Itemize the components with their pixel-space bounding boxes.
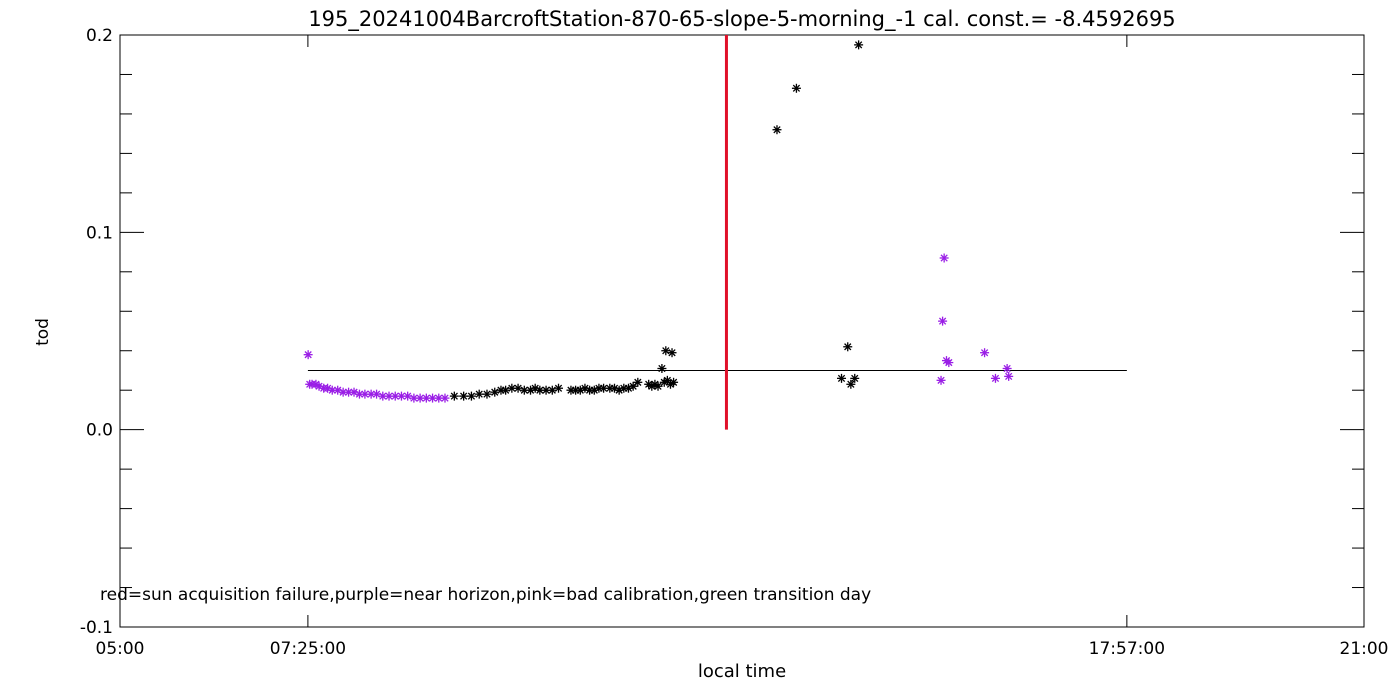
data-point [428,393,438,403]
data-point [554,383,564,393]
chart-title: 195_20241004BarcroftStation-870-65-slope… [308,7,1175,32]
x-tick-label: 05:00 [96,639,145,659]
data-point [854,40,864,50]
y-tick-label: 0.2 [86,26,113,46]
data-point [791,83,801,93]
data-point [459,391,469,401]
x-tick-label: 07:25:00 [270,639,346,659]
data-point [519,385,529,395]
data-point [944,358,954,368]
data-point [936,375,946,385]
data-point [990,373,1000,383]
data-point [837,373,847,383]
data-point [1004,371,1014,381]
legend-text: red=sun acquisition failure,purple=near … [100,585,871,605]
data-point [669,377,679,387]
data-point [657,363,667,373]
data-point [303,350,313,360]
data-point [403,391,413,401]
data-point [466,391,476,401]
data-point [772,125,782,135]
data-point [653,381,663,391]
data-point [547,385,557,395]
data-point [526,385,536,395]
x-tick-label: 17:57:00 [1089,639,1165,659]
y-tick-label: 0.0 [86,421,113,441]
x-axis-label: local time [698,661,786,682]
axis-ticks [119,34,1365,628]
data-point [501,385,511,395]
data-point [667,348,677,358]
x-tick-label: 21:00 [1340,639,1389,659]
data-point [440,393,450,403]
data-point [372,389,382,399]
data-point [474,389,484,399]
data-point [846,379,856,389]
y-tick-label: 0.1 [86,223,113,243]
plot-frame [119,34,1365,628]
data-point [980,348,990,358]
data-point [850,373,860,383]
data-point [434,393,444,403]
data-point [623,383,633,393]
data-point [939,253,949,263]
data-point [535,385,545,395]
data-point [378,391,388,401]
y-tick-label: -0.1 [80,618,113,638]
data-point [338,387,348,397]
data-point [530,383,540,393]
data-point [659,377,669,387]
y-axis-label: tod [33,318,53,346]
data-point [482,389,492,399]
data-point [490,387,500,397]
data-point [327,385,337,395]
data-point [843,342,853,352]
x-tick-labels: 05:00 07:25:00 17:57:00 21:00 [96,639,1389,659]
data-point [513,383,523,393]
data-point [1002,363,1012,373]
data-point [938,316,948,326]
y-tick-labels: -0.1 0.0 0.1 0.2 [80,26,113,638]
data-point [633,377,643,387]
data-point [449,391,459,401]
data-points [303,40,1014,403]
data-point [661,346,671,356]
